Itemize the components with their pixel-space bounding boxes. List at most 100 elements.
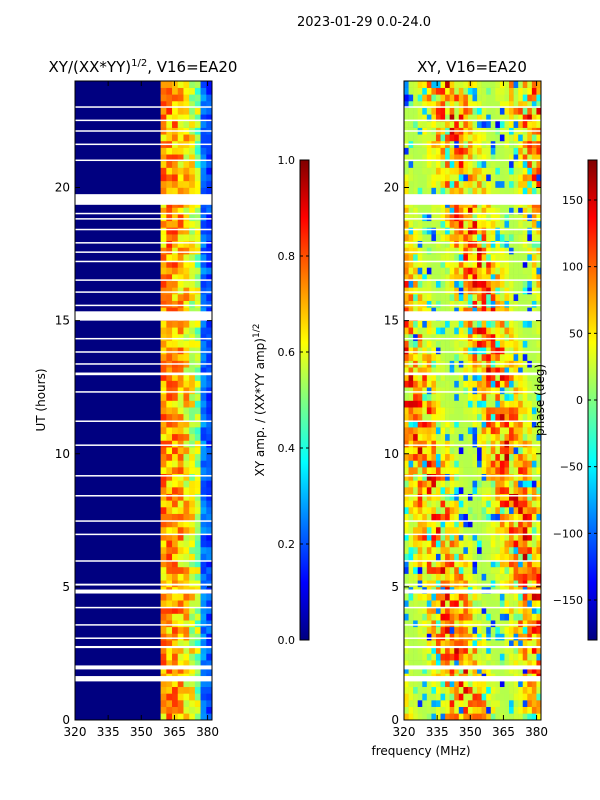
heatmap-cell (426, 600, 432, 608)
heatmap-cell (495, 240, 501, 248)
heatmap-cell (435, 180, 441, 188)
heatmap-cell (435, 666, 441, 674)
heatmap-cell (435, 87, 441, 95)
heatmap-cell (413, 467, 418, 475)
heatmap-cell (509, 380, 514, 388)
heatmap-cell (431, 507, 437, 514)
heatmap-cell (499, 507, 505, 514)
heatmap-cell (467, 380, 473, 388)
heatmap-cell (183, 653, 190, 661)
heatmap-cell (431, 134, 437, 142)
heatmap-cell (481, 407, 487, 415)
heatmap-cell (206, 660, 213, 668)
heatmap-cell (206, 546, 213, 554)
heatmap-cell (413, 693, 418, 701)
heatmap-cell (467, 300, 473, 308)
heatmap-cell (449, 660, 455, 668)
heatmap-cell (486, 400, 492, 408)
heatmap-cell (499, 254, 505, 262)
heatmap-cell (472, 81, 478, 88)
heatmap-cell (166, 340, 173, 348)
heatmap-cell (454, 294, 460, 301)
heatmap-cell (435, 433, 441, 441)
heatmap-cell (431, 660, 437, 668)
heatmap-cell (194, 307, 201, 315)
heatmap-cell (417, 686, 423, 694)
heatmap-cell (172, 500, 179, 508)
heatmap-cell (454, 320, 460, 328)
heatmap-cell (426, 507, 432, 514)
heatmap-cell (467, 260, 473, 268)
heatmap-cell (486, 340, 492, 348)
heatmap-cell (486, 413, 492, 421)
heatmap-cell (454, 566, 460, 574)
heatmap-cell (183, 180, 190, 188)
heatmap-cell (504, 400, 510, 408)
heatmap-cell (536, 287, 542, 295)
heatmap-cell (527, 174, 533, 182)
heatmap-cell (413, 520, 418, 528)
heatmap-cell (509, 626, 514, 634)
heatmap-cell (404, 353, 409, 361)
heatmap-cell (458, 526, 464, 534)
heatmap-cell (166, 427, 173, 435)
heatmap-cell (408, 274, 414, 281)
heatmap-cell (206, 433, 213, 441)
heatmap-cell (189, 120, 196, 128)
heatmap-cell (172, 593, 179, 601)
heatmap-cell (458, 234, 464, 242)
heatmap-cell (445, 373, 450, 381)
heatmap-cell (531, 220, 537, 228)
heatmap-cell (183, 340, 190, 348)
heatmap-cell (166, 693, 173, 701)
heatmap-cell (206, 487, 213, 494)
heatmap-cell (467, 407, 473, 415)
heatmap-cell (445, 400, 450, 408)
heatmap-cell (183, 433, 190, 441)
heatmap-cell (454, 114, 460, 122)
heatmap-cell (504, 294, 510, 301)
heatmap-cell (513, 120, 519, 128)
heatmap-cell (445, 666, 450, 674)
heatmap-cell (413, 160, 418, 168)
heatmap-cell (160, 333, 167, 341)
heatmap-cell (527, 327, 533, 335)
heatmap-cell (472, 600, 478, 608)
heatmap-cell (166, 154, 173, 162)
heatmap-cell (172, 393, 179, 401)
heatmap-cell (431, 254, 437, 262)
heatmap-cell (449, 387, 455, 395)
heatmap-cell (486, 294, 492, 301)
heatmap-cell (160, 540, 167, 548)
data-gap-stripe (75, 637, 212, 639)
heatmap-cell (504, 347, 510, 355)
heatmap-cell (440, 94, 446, 102)
heatmap-cell (449, 593, 455, 601)
heatmap-cell (499, 393, 505, 401)
heatmap-cell (189, 573, 196, 581)
heatmap-cell (422, 493, 428, 501)
heatmap-cell (463, 380, 469, 388)
heatmap-cell (431, 227, 437, 235)
heatmap-cell (472, 320, 478, 328)
heatmap-cell (454, 433, 460, 441)
data-gap-stripe (404, 495, 541, 497)
heatmap-cell (440, 427, 446, 435)
heatmap-cell (189, 87, 196, 95)
heatmap-cell (509, 413, 514, 421)
heatmap-cell (413, 294, 418, 301)
heatmap-cell (490, 287, 496, 295)
heatmap-cell (431, 214, 437, 222)
heatmap-cell (166, 493, 173, 501)
heatmap-cell (486, 214, 492, 222)
heatmap-cell (527, 400, 533, 408)
heatmap-cell (531, 447, 537, 455)
heatmap-cell (490, 573, 496, 581)
heatmap-cell (404, 347, 409, 355)
heatmap-cell (486, 180, 492, 188)
heatmap-cell (513, 393, 519, 401)
heatmap-cell (194, 520, 201, 528)
heatmap-cell (200, 247, 207, 255)
heatmap-cell (531, 660, 537, 668)
heatmap-cell (504, 493, 510, 501)
